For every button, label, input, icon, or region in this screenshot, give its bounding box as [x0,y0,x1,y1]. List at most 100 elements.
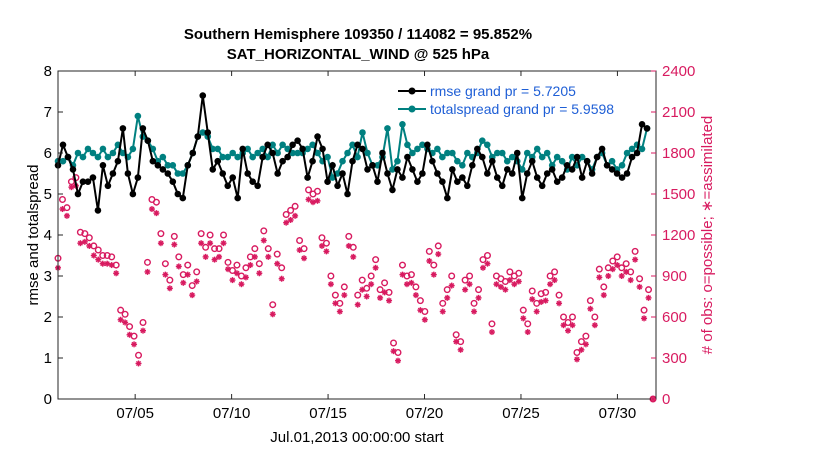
obs-assimilated-marker [426,257,433,264]
totalspread-point [498,149,506,157]
totalspread-point [294,149,301,157]
totalspread-point [354,153,361,161]
obs-assimilated-marker [287,216,294,223]
obs-assimilated-marker [381,289,388,296]
totalspread-point [279,141,286,149]
totalspread-point [224,153,232,161]
totalspread-point [214,145,222,153]
obs-possible-marker [354,291,362,299]
obs-assimilated-marker [542,297,549,304]
obs-assimilated-marker [515,278,522,285]
rmse-point [304,174,311,181]
obs-assimilated-marker [310,199,317,206]
totalspread-point [219,153,227,161]
rmse-point [74,190,82,198]
obs-assimilated-marker [157,240,164,247]
rmse-point [344,190,351,198]
obs-possible-marker [564,318,572,326]
rmse-point [139,125,147,132]
obs-possible-marker [157,230,165,238]
obs-assimilated-marker [256,270,263,277]
rmse-point [134,174,142,181]
obs-possible-marker [407,271,415,279]
totalspread-point [109,149,117,157]
totalspread-point [389,166,396,173]
totalspread-point [608,157,616,165]
obs-possible-marker [345,232,353,240]
obs-possible-marker [206,231,214,239]
rmse-point [324,178,331,185]
obs-possible-marker [483,251,491,259]
chart-title: Southern Hemisphere 109350 / 114082 = 95… [183,26,533,43]
rmse-point [229,174,237,181]
plot-area [58,71,656,399]
totalspread-point [449,149,456,157]
obs-assimilated-marker [560,322,567,329]
obs-assimilated-marker [417,307,424,314]
totalspread-point [229,149,237,157]
rmse-point [528,157,536,165]
rmse-point [394,166,401,173]
obs-possible-marker [537,290,545,298]
obs-assimilated-marker [327,281,334,288]
rmse-point [284,153,291,161]
x-axis-label: Jul.01,2013 00:00:00 start [270,429,444,446]
obs-assimilated-marker [274,260,281,267]
right-y-tick-label: 0 [662,391,670,408]
right-y-tick-label: 2100 [662,104,695,121]
rmse-point [274,170,281,177]
totalspread-point [553,153,561,161]
rmse-point [224,182,232,190]
totalspread-point [638,145,646,153]
obs-possible-marker [135,351,143,359]
obs-assimilated-marker [175,263,182,270]
obs-possible-marker [251,245,259,253]
obs-possible-marker [613,253,621,261]
rmse-point [314,133,321,140]
obs-possible-marker [622,260,630,268]
rmse-point [59,141,67,149]
obs-assimilated-marker [95,256,102,263]
obs-assimilated-marker [627,277,634,284]
obs-assimilated-marker [341,292,348,299]
obs-assimilated-marker [314,197,321,204]
obs-possible-marker [108,253,116,261]
rmse-point [104,182,112,190]
rmse-point [319,145,326,153]
totalspread-point [399,121,406,128]
obs-assimilated-marker [502,286,509,293]
rmse-point [583,157,591,165]
totalspread-point [164,162,172,169]
legend-rmse-marker [408,87,416,95]
obs-assimilated-marker [108,262,115,269]
obs-assimilated-marker [242,274,249,281]
obs-possible-marker [291,202,299,210]
rmse-point [543,170,551,177]
x-axis-ticks: 07/05 07/10 07/15 07/20 07/25 07/30 [116,71,636,422]
obs-possible-marker [595,265,603,273]
rmse-point [553,178,561,185]
obs-assimilated-marker [148,206,155,213]
totalspread-point [419,141,426,149]
rmse-point [638,121,646,128]
obs-possible-marker [448,272,456,280]
obs-possible-marker [331,291,339,299]
rmse-point [643,125,651,132]
rmse-point [469,162,476,169]
rmse-point [384,170,391,177]
obs-possible-marker [479,256,487,264]
obs-assimilated-marker [636,283,643,290]
rmse-point [558,174,566,181]
obs-assimilated-marker [565,327,572,334]
obs-assimilated-marker [117,316,124,323]
obs-possible-marker [305,186,313,194]
obs-assimilated-marker [457,346,464,353]
totalspread-point [523,149,531,157]
totalspread-point [59,157,67,165]
obs-possible-marker [618,264,626,272]
obs-possible-marker [85,234,93,242]
obs-assimilated-marker [497,283,504,290]
rmse-point [444,194,451,202]
rmse-point [129,190,137,198]
